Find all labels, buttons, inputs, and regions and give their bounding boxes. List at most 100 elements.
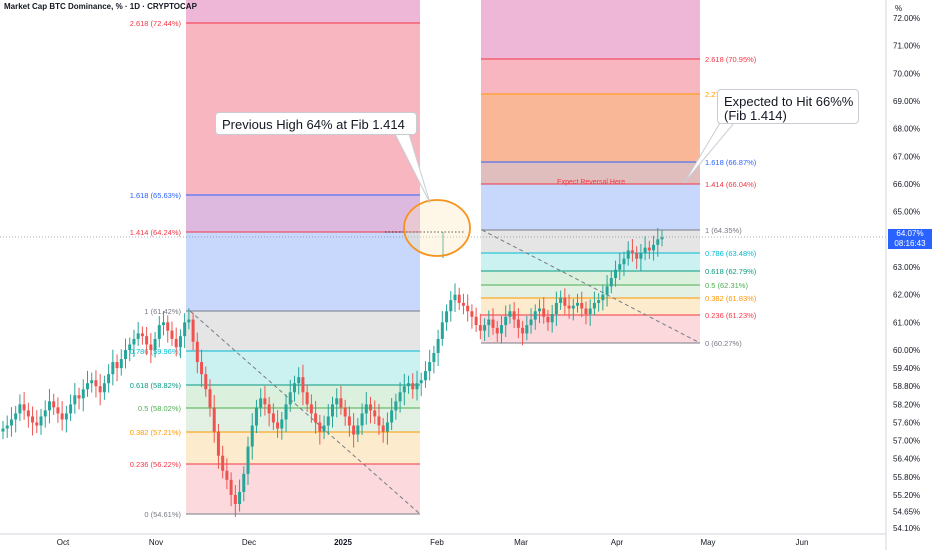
- candle-body: [102, 383, 106, 393]
- candle-body: [580, 302, 584, 309]
- time-tick-label: Dec: [242, 538, 256, 547]
- fib-right-lines: 0 (60.27%) 0.236 (61.23%) 0.382 (61.83%) 0.…: [481, 55, 757, 348]
- candle-body: [609, 278, 613, 287]
- candle-body: [369, 404, 373, 411]
- candle-body: [318, 422, 322, 432]
- candle-body: [52, 401, 56, 408]
- fib-left-label: 0.618 (58.82%): [130, 381, 182, 390]
- candle-body: [449, 300, 453, 312]
- candle-body: [145, 336, 149, 345]
- candle-body: [335, 398, 339, 405]
- candle-body: [407, 383, 411, 387]
- trend-line-right: [481, 229, 701, 344]
- candle-body: [660, 237, 664, 240]
- price-tick-label: 66.00%: [893, 180, 920, 189]
- fib-left-zone-1-1414: [186, 232, 420, 311]
- candle-body: [140, 333, 144, 337]
- candle-body: [592, 302, 596, 309]
- fib-left-label: 0.5 (58.02%): [138, 404, 181, 413]
- candle-body: [331, 404, 334, 417]
- candle-body: [162, 322, 166, 326]
- candle-body: [1, 428, 5, 432]
- fib-left-label: 0 (54.61%): [144, 510, 181, 519]
- callout-previous-high-text: Previous High 64% at Fib 1.414: [222, 117, 405, 132]
- candle-body: [94, 380, 98, 387]
- candle-body: [183, 322, 187, 337]
- candle-body: [271, 413, 275, 423]
- candle-body: [18, 404, 22, 414]
- candle-body: [98, 386, 102, 393]
- time-tick-label: May: [700, 538, 715, 547]
- price-tick-label: 72.00%: [893, 14, 920, 23]
- candle-body: [614, 269, 618, 279]
- candle-body: [174, 338, 178, 348]
- unit-label: %: [895, 4, 903, 13]
- candle-body: [233, 494, 237, 505]
- fib-right-zones: [481, 0, 700, 343]
- fib-right-zone-1618-227: [481, 94, 700, 162]
- price-tick-label: 69.00%: [893, 97, 920, 106]
- price-tick-label: 67.00%: [893, 152, 920, 161]
- candle-body: [85, 383, 89, 390]
- candle-body: [491, 319, 495, 328]
- price-tick-label: 57.60%: [893, 418, 920, 427]
- candle-body: [254, 407, 258, 426]
- candle-body: [364, 404, 368, 414]
- candle-body: [47, 401, 51, 411]
- candle-body: [559, 297, 563, 303]
- candle-body: [238, 491, 242, 505]
- candle-body: [466, 305, 470, 312]
- price-tick-label: 71.00%: [893, 42, 920, 51]
- candle-body: [423, 371, 427, 381]
- candle-body: [411, 383, 415, 390]
- price-tick-label: 58.20%: [893, 400, 920, 409]
- candle-body: [157, 325, 161, 339]
- fib-right-zone-1414-1618: [481, 162, 700, 184]
- candle-body: [124, 350, 128, 360]
- candle-body: [576, 302, 580, 306]
- candle-body: [259, 398, 263, 408]
- fib-right-zone-786-1: [481, 230, 700, 253]
- candle-body: [508, 311, 512, 317]
- fib-left-label: 2.618 (72.44%): [130, 19, 182, 28]
- candle-body: [284, 404, 288, 420]
- fib-right-label: 0.786 (63.48%): [705, 249, 757, 258]
- candle-body: [356, 425, 360, 435]
- callout-previous-high: Previous High 64% at Fib 1.414: [215, 112, 417, 135]
- time-axis: Oct Nov Dec 2025 Feb Mar Apr May Jun: [57, 538, 809, 547]
- candle-body: [360, 413, 364, 426]
- candle-body: [149, 344, 153, 350]
- candle-body: [305, 392, 309, 405]
- time-tick-label: Feb: [430, 538, 444, 547]
- candle-body: [128, 344, 132, 350]
- candle-body: [483, 325, 487, 331]
- price-tick-label: 55.20%: [893, 491, 920, 500]
- candle-body: [225, 470, 229, 480]
- candle-body: [445, 311, 449, 323]
- candle-body: [390, 410, 394, 423]
- current-price-value: 64.07%: [896, 229, 924, 238]
- candle-body: [635, 253, 639, 259]
- candle-body: [14, 413, 18, 420]
- time-tick-label: 2025: [334, 538, 352, 547]
- candle-body: [31, 416, 35, 423]
- time-tick-label: Nov: [149, 538, 163, 547]
- candle-body: [69, 404, 73, 414]
- fib-left-zone-0-236: [186, 464, 420, 514]
- price-tick-label: 62.00%: [893, 291, 920, 300]
- fib-left-zone-1618-2618: [186, 23, 420, 195]
- price-tick-label: 55.80%: [893, 473, 920, 482]
- expect-reversal-label: Expect Reversal Here: [557, 179, 626, 186]
- candle-body: [419, 380, 423, 384]
- candle-body: [432, 353, 436, 363]
- candle-body: [81, 389, 85, 399]
- fib-left-lines: 0 (54.61%) 0.236 (56.22%) 0.382 (57.21%) 0.…: [130, 19, 420, 519]
- fib-right-zone-2618-top: [481, 0, 700, 59]
- candle-body: [26, 410, 30, 417]
- candle-body: [516, 319, 520, 328]
- candle-body: [166, 322, 170, 331]
- candle-body: [326, 416, 330, 426]
- fib-right-zone-618-786: [481, 253, 700, 271]
- fib-right-label: 0.618 (62.79%): [705, 267, 757, 276]
- candle-body: [597, 300, 601, 303]
